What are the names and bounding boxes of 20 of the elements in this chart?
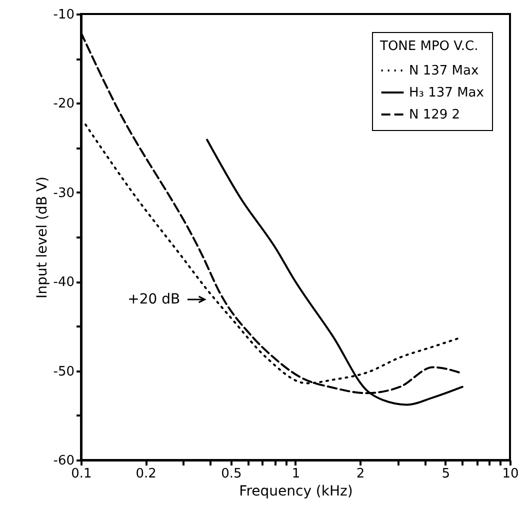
y-tick-label: -20 bbox=[53, 96, 74, 112]
x-tick-label: 0.5 bbox=[221, 466, 242, 482]
x-tick-label: 1 bbox=[292, 466, 300, 482]
y-tick-label: -40 bbox=[53, 275, 74, 290]
legend-label: H₃ 137 Max bbox=[409, 86, 484, 100]
legend-title: TONE MPO V.C. bbox=[379, 39, 478, 54]
x-tick-label: 5 bbox=[442, 466, 450, 482]
legend-label: N 137 Max bbox=[409, 64, 479, 78]
y-tick-label: -50 bbox=[53, 364, 74, 380]
y-axis-title: Input level (dB V) bbox=[34, 176, 50, 298]
x-tick-label: 2 bbox=[356, 466, 365, 482]
x-tick-label: 0.1 bbox=[71, 466, 92, 482]
x-axis-title: Frequency (kHz) bbox=[239, 484, 353, 500]
y-tick-label: -30 bbox=[53, 186, 74, 201]
y-tick-label: -10 bbox=[53, 8, 74, 22]
y-tick-label: -60 bbox=[53, 454, 74, 468]
annotation: +20 dB bbox=[128, 291, 180, 308]
legend-label: N 129 2 bbox=[409, 108, 460, 122]
x-tick-label: 10 bbox=[502, 466, 519, 482]
x-tick-label: 0.2 bbox=[136, 466, 156, 482]
